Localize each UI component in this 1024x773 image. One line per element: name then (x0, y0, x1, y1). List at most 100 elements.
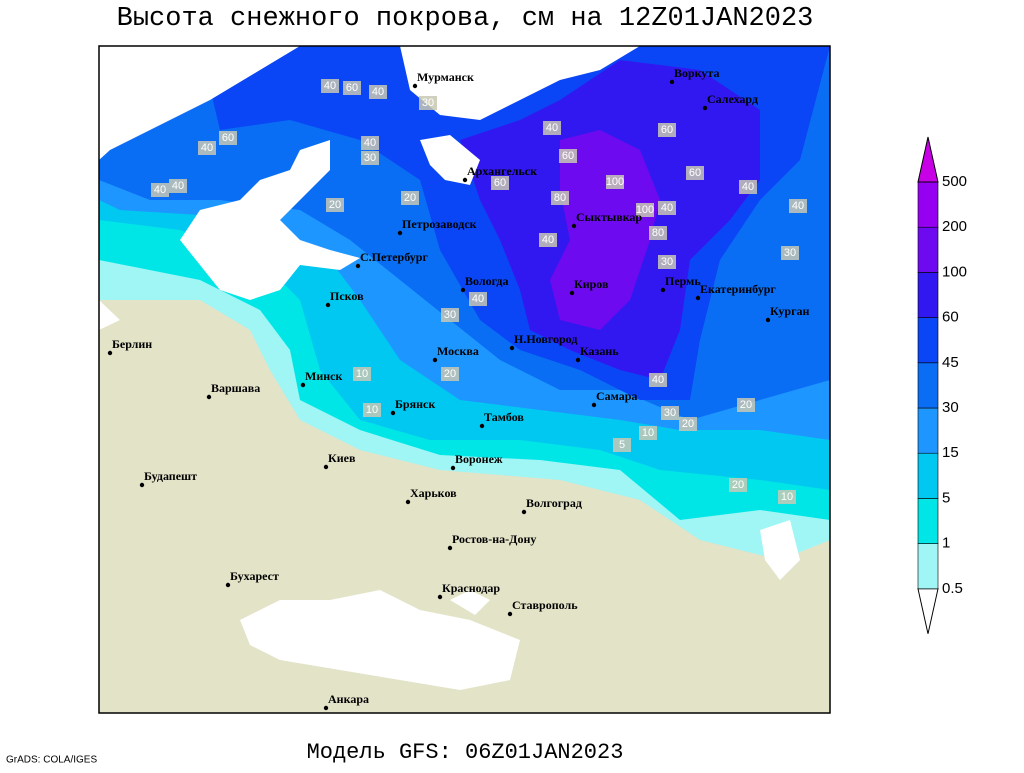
city-label: Пермь (665, 274, 701, 288)
contour-label: 20 (682, 418, 694, 430)
city-label: Харьков (410, 486, 457, 500)
city-label: Минск (305, 369, 342, 383)
contour-label-box (321, 79, 339, 93)
contour-label: 20 (404, 192, 416, 204)
city-label: Курган (770, 304, 810, 318)
city-label: Тамбов (484, 410, 524, 424)
city-label: Брянск (395, 397, 435, 411)
contour-label-box (198, 141, 216, 155)
city-label: Салехард (707, 92, 758, 106)
city-dot (462, 177, 468, 183)
city-dot (460, 287, 466, 293)
contour-label: 40 (372, 86, 384, 98)
contour-label-box (419, 96, 437, 110)
colorbar-segment (917, 498, 939, 544)
contour-label-box (737, 398, 755, 412)
contour-label: 80 (554, 192, 566, 204)
city-label: Казань (580, 344, 619, 358)
contour-label-box (649, 373, 667, 387)
contour-label-box (491, 176, 509, 190)
city-label: Москва (437, 344, 479, 358)
city-dot (660, 287, 666, 293)
city-label: Воронеж (455, 452, 503, 466)
city-dot (405, 499, 411, 505)
contour-label-box (326, 198, 344, 212)
contour-label-box (551, 191, 569, 205)
colorbar-label: 30 (942, 399, 959, 416)
city-label: Мурманск (417, 70, 474, 84)
colorbar-tip-high (917, 136, 939, 183)
city-label: Краснодар (442, 581, 500, 595)
contour-label: 60 (222, 132, 234, 144)
city-label: Псков (330, 289, 364, 303)
colorbar-segment (917, 362, 939, 409)
contour-label-box (789, 199, 807, 213)
contour-label-box (401, 191, 419, 205)
colorbar-label: 1 (942, 535, 950, 552)
colorbar-segment (917, 317, 939, 364)
contour-label: 10 (366, 404, 378, 416)
city-label: Варшава (211, 381, 260, 395)
contour-label: 60 (689, 167, 701, 179)
title: Высота снежного покрова, см на 12Z01JAN2… (117, 4, 814, 34)
city-label: Самара (596, 389, 637, 403)
city-dot (355, 263, 361, 269)
contour-label: 60 (562, 150, 574, 162)
city-dot (437, 594, 443, 600)
city-dot (507, 611, 513, 617)
contour-label-box (679, 417, 697, 431)
city-dot (397, 230, 403, 236)
colorbar-label: 45 (942, 354, 959, 371)
colorbar-label: 60 (942, 309, 959, 326)
city-dot (669, 79, 675, 85)
city-label: Сыктывкар (576, 210, 642, 224)
city-dot (325, 302, 331, 308)
colorbar-label: 15 (942, 444, 959, 461)
city-label: Вологда (465, 274, 509, 288)
contour-label-box (343, 81, 361, 95)
contour-label: 20 (732, 479, 744, 491)
contour-label: 40 (154, 184, 166, 196)
contour-label: 40 (172, 180, 184, 192)
contour-label-box (649, 226, 667, 240)
map-frame (98, 45, 831, 714)
colorbar-segment (917, 181, 939, 228)
contour-label-box (729, 478, 747, 492)
contour-label: 40 (542, 234, 554, 246)
city-dot (765, 317, 771, 323)
contour-label: 30 (364, 152, 376, 164)
contour-label-box (353, 367, 371, 381)
city-label: Берлин (112, 337, 152, 351)
contour-label-box (639, 426, 657, 440)
city-dot (323, 705, 329, 711)
contour-label: 10 (781, 491, 793, 503)
contour-label-box (606, 175, 624, 189)
contour-label-box (441, 308, 459, 322)
city-label: Ростов-на-Дону (452, 532, 536, 546)
contour-label: 100 (606, 176, 624, 188)
colorbar-label: 5 (942, 489, 950, 506)
city-label: С.Петербург (360, 250, 428, 264)
city-dot (569, 290, 575, 296)
contour-label-box (219, 131, 237, 145)
contour-label: 40 (364, 137, 376, 149)
city-dot (225, 582, 231, 588)
city-label: Волгоград (526, 496, 582, 510)
contour-label: 80 (652, 227, 664, 239)
contour-label-box (169, 179, 187, 193)
contour-label-box (151, 183, 169, 197)
city-dot (521, 509, 527, 515)
city-dot (390, 410, 396, 416)
contour-label-box (658, 123, 676, 137)
contour-label: 40 (546, 122, 558, 134)
contour-label-box (361, 151, 379, 165)
contour-label-box (539, 233, 557, 247)
contour-label: 60 (494, 177, 506, 189)
contour-label: 10 (356, 368, 368, 380)
contour-label-box (686, 166, 704, 180)
city-dot (571, 223, 577, 229)
colorbar-tip-low (917, 588, 939, 634)
city-dot (323, 464, 329, 470)
city-label: Н.Новгород (514, 332, 577, 346)
city-dot (575, 357, 581, 363)
